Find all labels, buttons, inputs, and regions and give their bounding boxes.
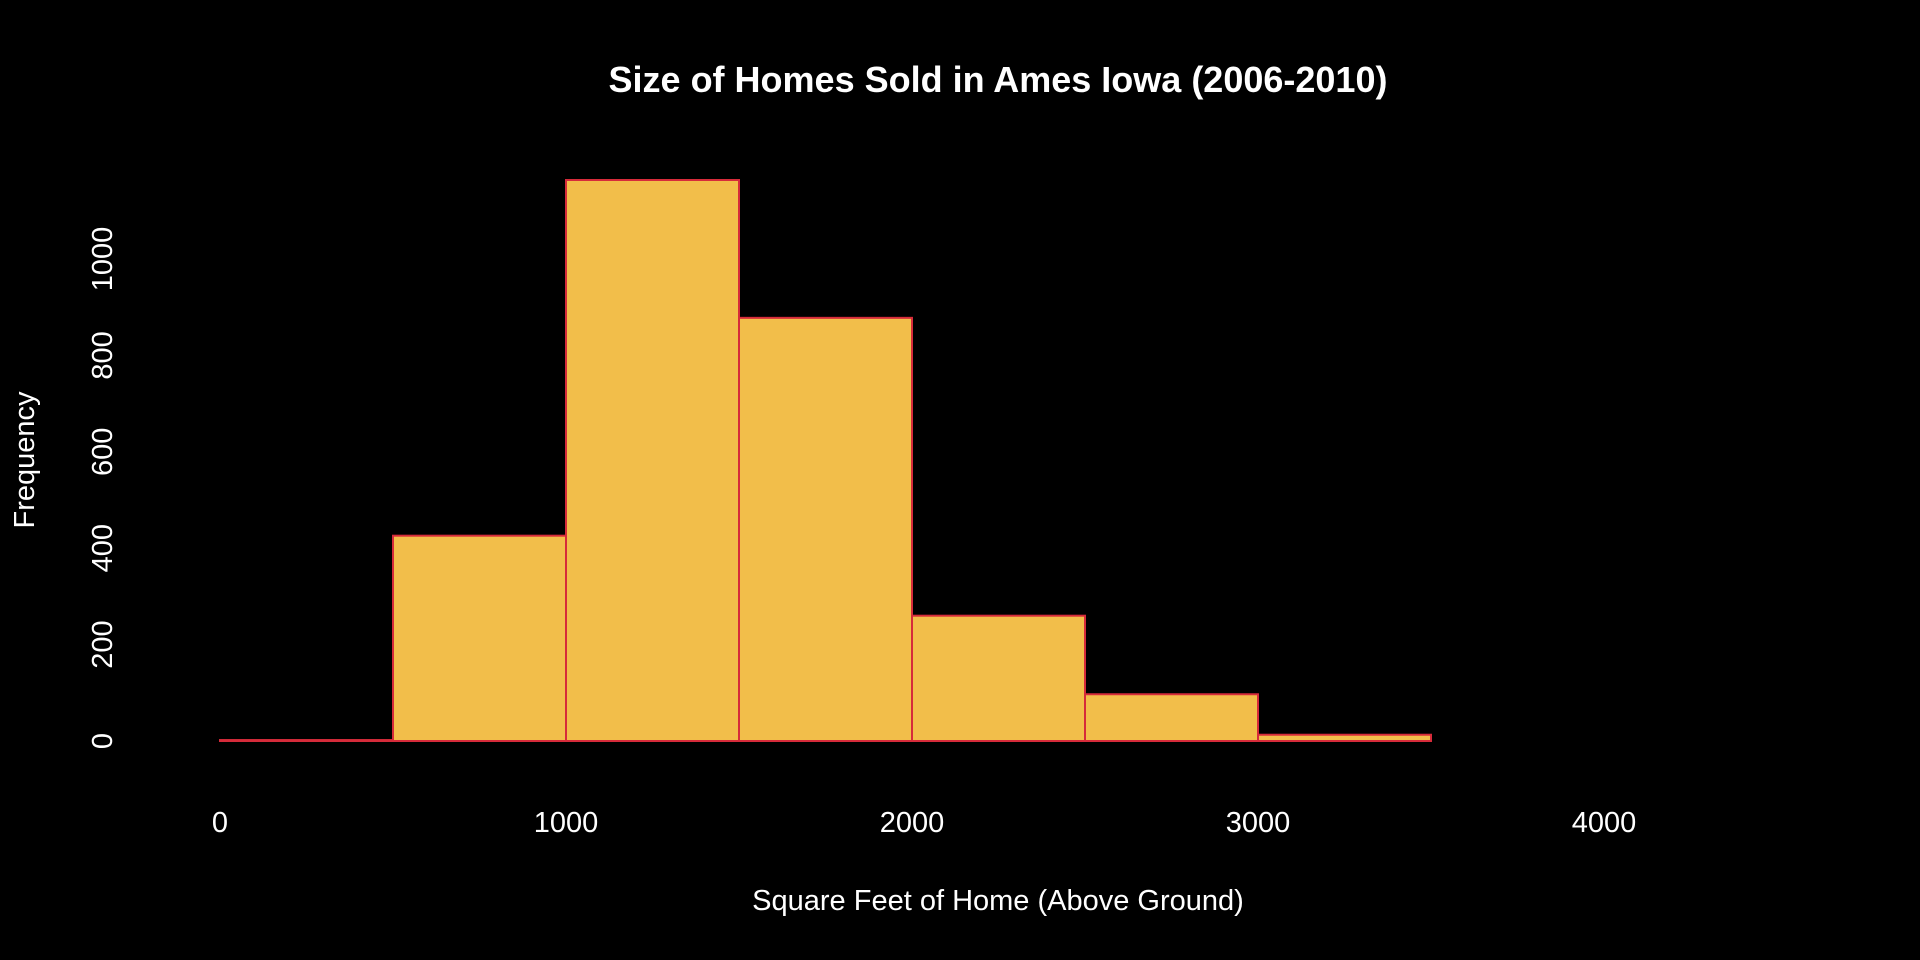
y-tick-label-200: 200 bbox=[87, 620, 119, 668]
y-tick-label-600: 600 bbox=[87, 428, 119, 476]
chart-title: Size of Homes Sold in Ames Iowa (2006-20… bbox=[609, 59, 1388, 100]
x-axis-tick-labels: 0 1000 2000 3000 4000 bbox=[212, 807, 1636, 839]
histogram-bar-2000-2500 bbox=[911, 614, 1086, 743]
histogram-bar-500-1000 bbox=[392, 534, 567, 742]
y-tick-label-400: 400 bbox=[87, 524, 119, 572]
y-tick-label-1000: 1000 bbox=[87, 227, 119, 292]
x-tick-label-1000: 1000 bbox=[534, 807, 599, 839]
x-tick-label-3000: 3000 bbox=[1226, 807, 1291, 839]
y-tick-label-800: 800 bbox=[87, 331, 119, 379]
x-tick-label-2000: 2000 bbox=[880, 807, 945, 839]
x-tick-label-4000: 4000 bbox=[1572, 807, 1637, 839]
histogram-bar-2500-3000 bbox=[1084, 693, 1259, 742]
histogram-bar-3000-3500 bbox=[1257, 733, 1432, 743]
x-axis-label: Square Feet of Home (Above Ground) bbox=[752, 885, 1244, 917]
histogram-bar-0-500 bbox=[219, 739, 394, 742]
histogram-bars bbox=[219, 179, 1432, 743]
histogram-bar-1500-2000 bbox=[738, 316, 913, 742]
y-tick-label-0: 0 bbox=[87, 733, 119, 749]
y-axis-tick-labels: 0 200 400 600 800 1000 bbox=[87, 227, 119, 749]
histogram-bar-1000-1500 bbox=[565, 179, 740, 742]
y-axis-label: Frequency bbox=[9, 391, 41, 529]
x-tick-label-0: 0 bbox=[212, 807, 228, 839]
